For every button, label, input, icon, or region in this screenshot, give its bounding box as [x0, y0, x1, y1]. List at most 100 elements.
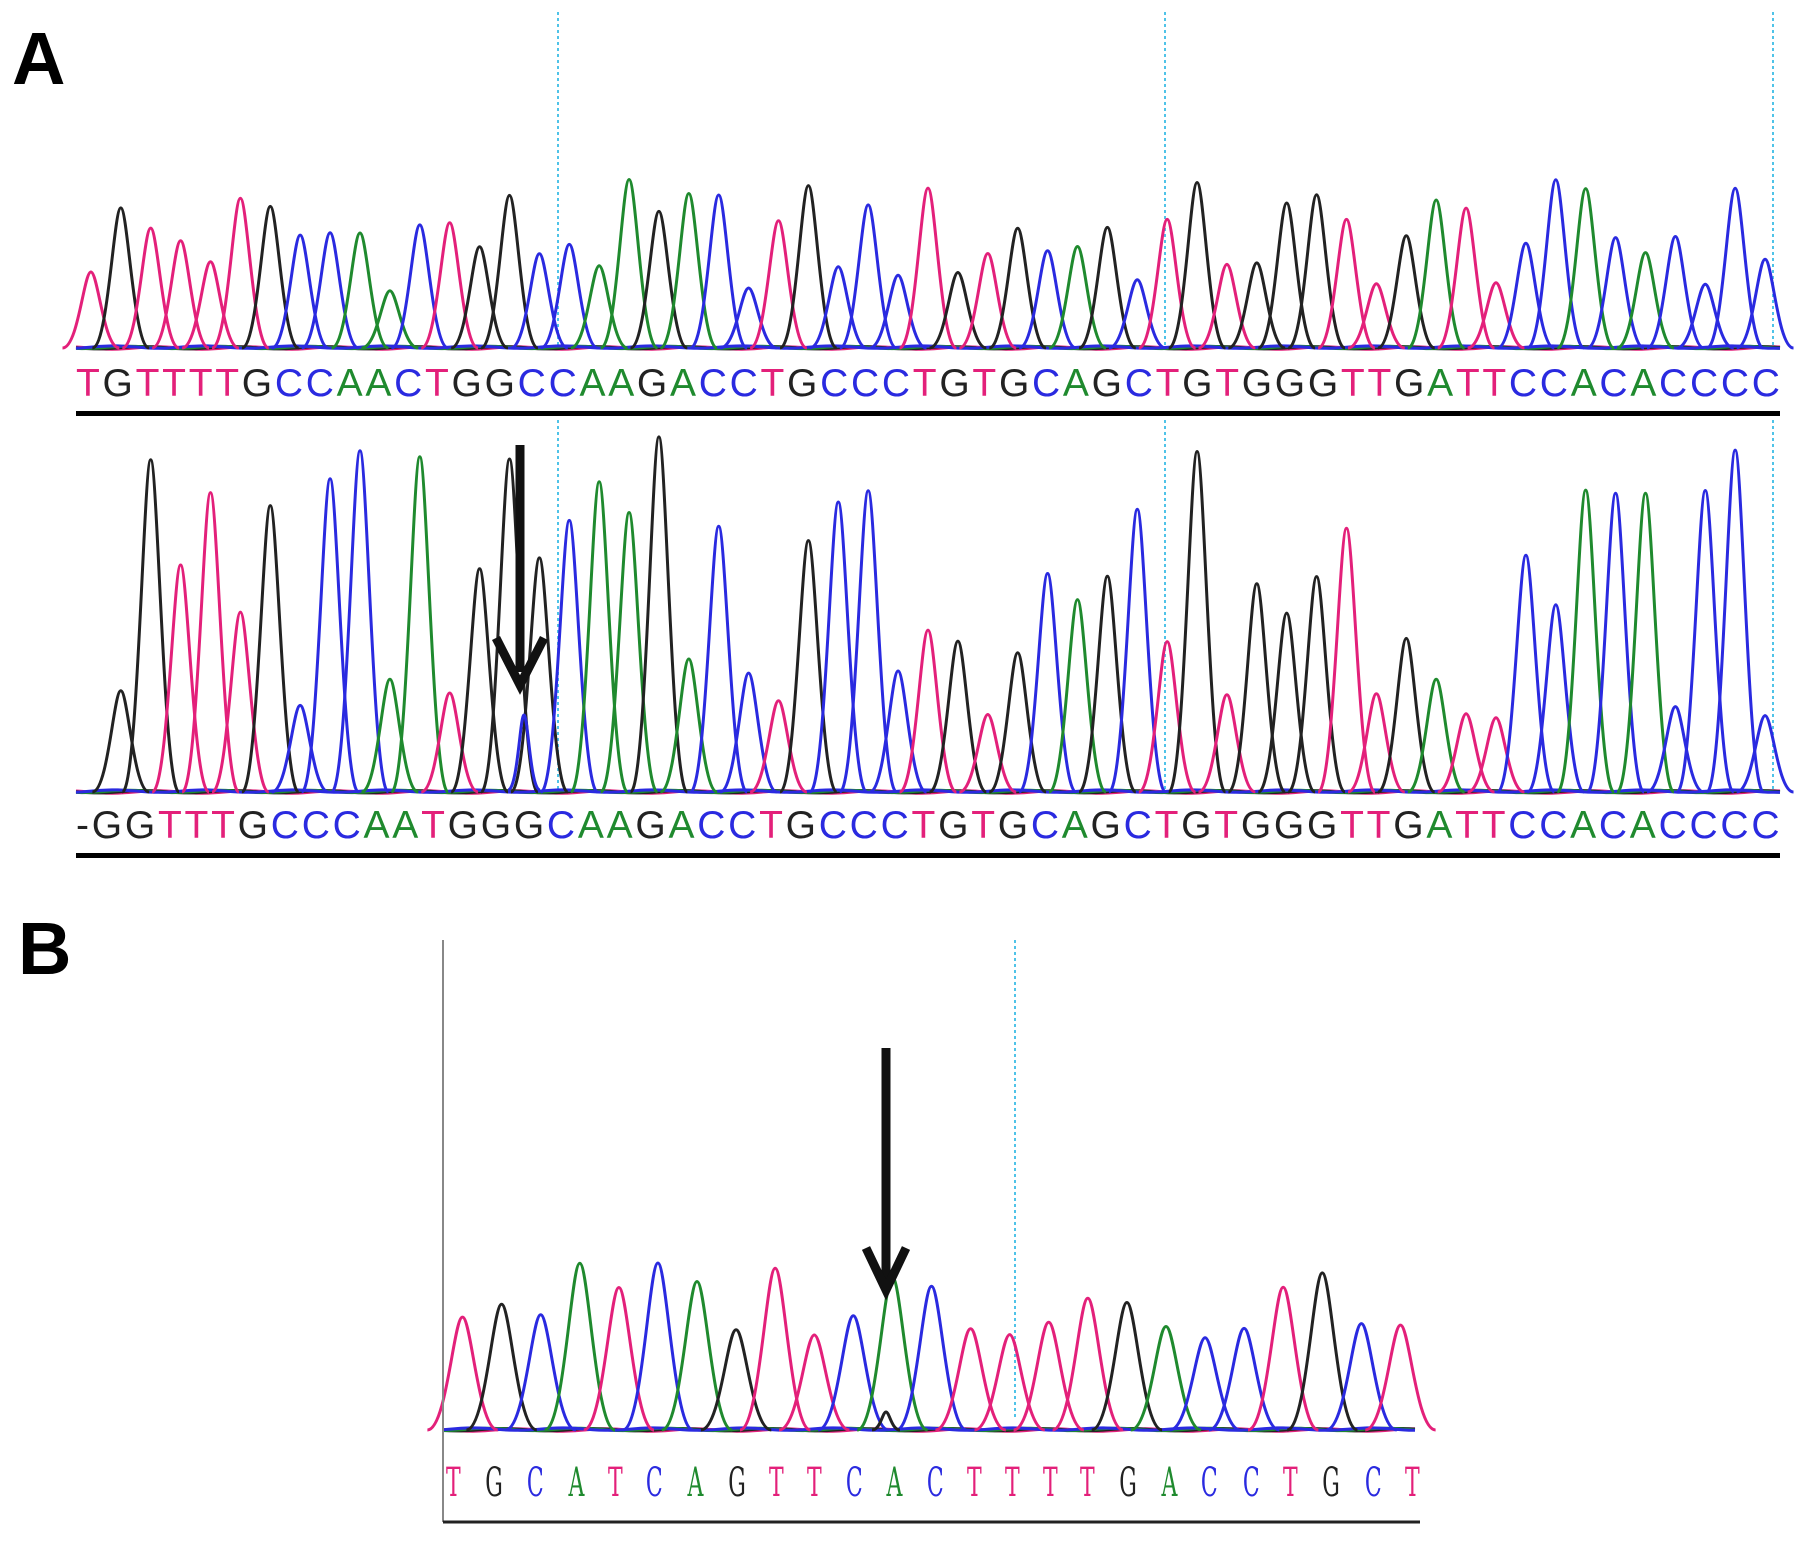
base-letter: C: [305, 362, 334, 405]
trace-peak: [543, 1261, 616, 1432]
trace-peak: [1047, 598, 1108, 794]
base-letter: C: [646, 1460, 664, 1506]
base-letter: G: [1274, 362, 1306, 405]
trace-baseline: [442, 1426, 1416, 1432]
base-letter: A: [1427, 362, 1454, 405]
base-letter: T: [1481, 804, 1506, 847]
base-letter: G: [102, 362, 133, 405]
base-letter: -: [76, 804, 89, 847]
base-letter: C: [1508, 362, 1538, 405]
base-letter: C: [729, 362, 758, 405]
base-letter: T: [1340, 362, 1365, 405]
trace-peak: [465, 1302, 538, 1432]
base-letter: T: [760, 362, 785, 405]
base-letter: G: [938, 804, 969, 847]
trace-peak: [1377, 234, 1436, 350]
base-letter: A: [336, 362, 363, 405]
base-letter: A: [568, 1460, 585, 1506]
trace-peak: [659, 657, 718, 794]
trace-peak: [958, 712, 1017, 794]
base-letter: A: [1061, 804, 1088, 847]
trace-peak: [1108, 278, 1167, 350]
trace-peak: [817, 1314, 890, 1432]
trace-peak: [539, 518, 600, 794]
trace-peak: [1018, 249, 1077, 350]
trace-peak: [749, 699, 808, 794]
trace-peak: [1364, 1323, 1437, 1432]
base-letter: C: [548, 362, 577, 405]
trace-peak: [1676, 282, 1735, 350]
base-letter: A: [1570, 804, 1597, 847]
base-letter: T: [215, 362, 240, 405]
base-letter: G: [998, 362, 1030, 405]
trace-peak: [1316, 526, 1377, 794]
trace-peak: [838, 203, 898, 350]
base-letter: C: [1659, 362, 1688, 405]
trace-peak: [1467, 281, 1525, 350]
trace-peak: [300, 477, 360, 794]
trace-peak: [599, 177, 659, 350]
base-letter: A: [577, 804, 604, 847]
chromatogram-b: [426, 1261, 1437, 1433]
trace-peak: [1525, 178, 1586, 350]
base-letter: G: [91, 804, 123, 847]
base-letter: A: [579, 362, 606, 405]
trace-peak: [300, 231, 360, 350]
trace-peak: [240, 504, 301, 794]
trace-peak: [1377, 636, 1436, 794]
base-letter: C: [820, 362, 849, 405]
base-letter: G: [451, 362, 482, 405]
base-letter: A: [886, 1460, 903, 1506]
trace-peak: [420, 221, 479, 350]
base-letter: A: [1570, 362, 1597, 405]
base-letter: T: [188, 362, 213, 405]
base-letter: C: [1689, 804, 1718, 847]
trace-peak: [540, 242, 599, 350]
base-letter: G: [1118, 1460, 1137, 1506]
base-letter: C: [1751, 804, 1780, 847]
trace-peak: [809, 265, 868, 350]
trace-peak: [778, 1333, 850, 1432]
separator-a-top: [76, 411, 1780, 416]
base-letter: G: [787, 362, 818, 405]
base-letter: A: [669, 362, 696, 405]
base-letter: T: [1155, 362, 1180, 405]
trace-peak: [1347, 282, 1406, 350]
base-letter: C: [394, 362, 423, 405]
panel-label-a: A: [12, 17, 66, 100]
base-letter: A: [363, 804, 390, 847]
base-letter: T: [421, 804, 445, 847]
base-letter: T: [1154, 804, 1179, 847]
trace-peak: [869, 273, 928, 350]
trace-peak: [1286, 1271, 1359, 1432]
trace-peak: [450, 245, 509, 350]
trace-peak: [1017, 571, 1078, 794]
trace-peak: [61, 270, 120, 350]
trace-peak: [1286, 575, 1347, 794]
trace-peak: [1586, 236, 1645, 350]
trace-peak: [868, 669, 928, 794]
trace-peak: [898, 628, 958, 794]
base-letter: T: [1004, 1460, 1020, 1506]
trace-peak: [1197, 693, 1256, 794]
trace-peak: [1256, 611, 1317, 794]
trace-peak: [271, 233, 330, 350]
base-letter: G: [997, 804, 1029, 847]
trace-peak: [719, 671, 778, 794]
trace-peak: [121, 226, 180, 350]
trace-peak: [1736, 257, 1795, 350]
trace-peak: [719, 286, 778, 350]
base-letter: C: [1539, 362, 1568, 405]
trace-peak: [390, 223, 449, 350]
base-letter: C: [270, 804, 299, 847]
base-letter: G: [1322, 1460, 1340, 1506]
trace-peak: [988, 651, 1047, 794]
trace-peak: [808, 500, 869, 794]
base-letter: G: [237, 804, 269, 847]
base-letter: A: [1161, 1460, 1177, 1506]
trace-peak: [928, 639, 988, 794]
trace-peak: [1257, 201, 1316, 350]
trace-peak: [180, 491, 241, 794]
